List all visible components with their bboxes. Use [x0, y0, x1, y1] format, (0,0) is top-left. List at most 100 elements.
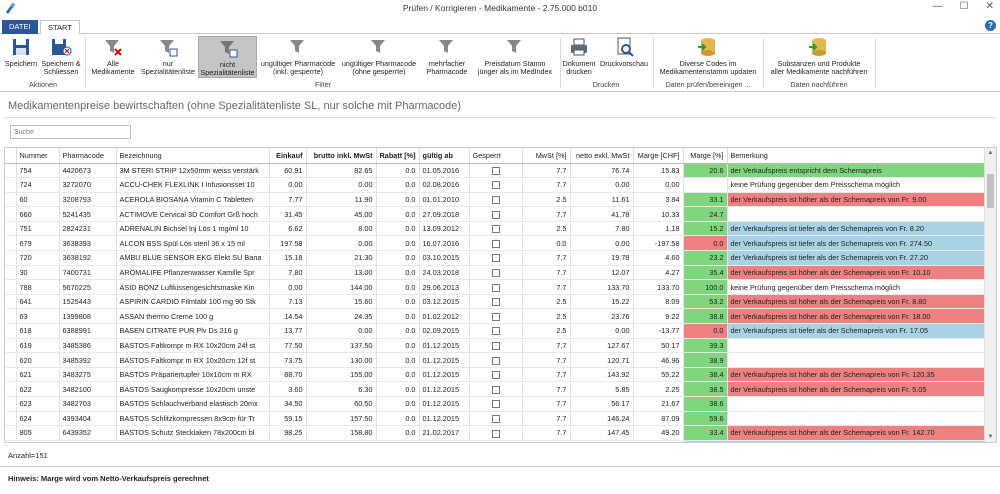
cell-netto[interactable]: 127.67	[570, 338, 634, 354]
gesperrt-checkbox-cell[interactable]	[469, 425, 523, 441]
cell-mwst[interactable]: 2.5	[522, 221, 571, 237]
cell-nr[interactable]: 621	[16, 367, 60, 383]
cell-netto[interactable]: 12.07	[570, 265, 634, 281]
table-row[interactable]: 618 6388991 BASEN CITRATE PUR Plv Ds 216 g…	[5, 323, 986, 339]
minimize-button[interactable]: —	[932, 1, 943, 12]
cell-mwst[interactable]: 7.7	[522, 177, 571, 193]
cell-netto[interactable]: 56.17	[570, 396, 634, 412]
cell-mchf[interactable]: 4.60	[633, 250, 684, 266]
cell-mchf[interactable]: 133.70	[633, 279, 684, 295]
cell-pc[interactable]: 3482703	[59, 396, 117, 412]
cell-mchf[interactable]: 2.25	[633, 381, 684, 397]
cell-ek[interactable]: 98.25	[269, 425, 307, 441]
table-row[interactable]: 63 1399808 ASSAN thermo Creme 100 g 14.54 24…	[5, 308, 986, 325]
tab-start[interactable]: START	[40, 20, 80, 35]
cell-pc[interactable]: 3272070	[59, 177, 117, 193]
gesperrt-checkbox[interactable]	[491, 429, 500, 438]
cell-rab[interactable]: 0.0	[376, 367, 420, 383]
cell-bez[interactable]: AMBU BLUE SENSOR EKG Elekt SU Bana	[116, 250, 270, 266]
diverse-codes-button[interactable]: Diverse Codes im Medikamentenstamm updat…	[656, 36, 760, 76]
gesperrt-checkbox-cell[interactable]	[469, 294, 523, 310]
gesperrt-checkbox[interactable]	[491, 400, 500, 409]
cell-mchf[interactable]: 46.96	[633, 352, 684, 368]
cell-brutto[interactable]: 24.35	[306, 308, 377, 325]
cell-rab[interactable]: 0.0	[376, 265, 420, 281]
cell-mwst[interactable]: 7.7	[522, 265, 571, 281]
gesperrt-checkbox-cell[interactable]	[469, 265, 523, 281]
cell-gueltig[interactable]: 13.09.2012	[419, 221, 470, 237]
cell-mwst[interactable]: 7.7	[522, 367, 571, 383]
cell-bez[interactable]: AROMALIFE Pflanzenwasser Kamille Spr	[116, 265, 270, 281]
vertical-scrollbar[interactable]: ▲ ▼	[984, 148, 996, 442]
cell-nr[interactable]: 623	[16, 396, 60, 412]
col-gueltig-ab[interactable]: gültig ab	[419, 148, 470, 164]
cell-bez[interactable]: ASID BONZ Luftkissengesichtsmaske Kin	[116, 279, 270, 295]
cell-mchf[interactable]: -197.58	[633, 235, 684, 252]
speichern-schliessen-button[interactable]: Speichern & Schliessen	[39, 36, 83, 76]
cell-nr[interactable]: 720	[16, 250, 60, 266]
cell-pc[interactable]: 5965044	[59, 440, 117, 442]
close-button[interactable]: ✕	[985, 1, 994, 12]
cell-mwst[interactable]: 7.7	[522, 352, 571, 368]
cell-brutto[interactable]: 6.30	[306, 381, 377, 397]
cell-netto[interactable]: 146.24	[570, 411, 634, 427]
row-selector[interactable]	[5, 206, 17, 222]
cell-netto[interactable]: 7.80	[570, 221, 634, 237]
cell-rab[interactable]: 0.0	[376, 338, 420, 354]
gesperrt-checkbox-cell[interactable]	[469, 192, 523, 208]
cell-bem[interactable]	[727, 352, 986, 368]
cell-mwst[interactable]: 7.7	[522, 440, 571, 442]
cell-brutto[interactable]: 0.00	[306, 235, 377, 252]
cell-bez[interactable]: ACCU-CHEK FLEXLINK I Infusionsset 10	[116, 177, 270, 193]
cell-pc[interactable]: 1399808	[59, 308, 117, 325]
gesperrt-checkbox[interactable]	[491, 385, 500, 394]
cell-brutto[interactable]: 45.00	[306, 206, 377, 222]
row-selector[interactable]	[5, 440, 17, 442]
cell-brutto[interactable]: 144.00	[306, 279, 377, 295]
cell-mpct[interactable]: 38.8	[683, 308, 728, 325]
cell-pc[interactable]: 7400731	[59, 265, 117, 281]
gesperrt-checkbox-cell[interactable]	[469, 411, 523, 427]
scroll-thumb[interactable]	[987, 174, 994, 208]
cell-brutto[interactable]: 158.80	[306, 425, 377, 441]
cell-gueltig[interactable]: 01.12.2015	[419, 352, 470, 368]
cell-nr[interactable]: 660	[16, 206, 60, 222]
table-row[interactable]: 641 1525443 ASPIRIN CARDIO Filmtabl 100 mg…	[5, 294, 986, 310]
gesperrt-checkbox[interactable]	[491, 283, 500, 292]
table-row[interactable]: 619 3485386 BASTOS Faltkompr m RX 10x20cm …	[5, 338, 986, 354]
cell-mpct[interactable]: 0.0	[683, 235, 728, 252]
gesperrt-checkbox-cell[interactable]	[469, 381, 523, 397]
cell-ek[interactable]: 59.15	[269, 411, 307, 427]
cell-mwst[interactable]: 7.7	[522, 279, 571, 295]
cell-netto[interactable]: 0.00	[570, 235, 634, 252]
cell-mwst[interactable]: 7.7	[522, 411, 571, 427]
table-row[interactable]: 754 4420673 3M STERI STRIP 12x50mm weiss v…	[5, 163, 986, 179]
cell-nr[interactable]: 724	[16, 177, 60, 193]
table-row[interactable]: 623 3482703 BASTOS Schlauchverband elastis…	[5, 396, 986, 412]
cell-ek[interactable]: 0.00	[269, 177, 307, 193]
cell-mwst[interactable]: 7.7	[522, 250, 571, 266]
gesperrt-checkbox-cell[interactable]	[469, 323, 523, 339]
row-selector[interactable]	[5, 221, 17, 237]
row-selector[interactable]	[5, 411, 17, 427]
col-rabatt[interactable]: Rabatt [%]	[376, 148, 420, 164]
cell-rab[interactable]: 0.0	[376, 411, 420, 427]
dokument-drucken-button[interactable]: Dokument drucken	[562, 36, 596, 76]
cell-bem[interactable]: der Verkaufspreis ist tiefer als der Sch…	[727, 323, 986, 339]
cell-rab[interactable]: 0.0	[376, 352, 420, 368]
cell-bem[interactable]: der Verkaufspreis ist höher als der Sche…	[727, 308, 986, 325]
cell-bem[interactable]: der Verkaufspreis ist tiefer als der Sch…	[727, 235, 986, 252]
cell-bez[interactable]: ASPIRIN CARDIO Filmtabl 100 mg 90 Stk	[116, 294, 270, 310]
cell-mchf[interactable]: 55.22	[633, 367, 684, 383]
cell-mpct[interactable]: 24.7	[683, 206, 728, 222]
cell-netto[interactable]: 0.00	[570, 323, 634, 339]
row-selector[interactable]	[5, 163, 17, 179]
cell-rab[interactable]: 0.0	[376, 294, 420, 310]
cell-gueltig[interactable]: 01.12.2015	[419, 338, 470, 354]
gesperrt-checkbox-cell[interactable]	[469, 396, 523, 412]
filter-alle-button[interactable]: Alle Medikamente	[88, 36, 138, 76]
filter-ungueltig-inkl-button[interactable]: ungültiger Pharmacode (inkl. gesperrte)	[259, 36, 337, 76]
row-selector[interactable]	[5, 323, 17, 339]
cell-nr[interactable]: 30	[16, 265, 60, 281]
cell-mchf[interactable]: 49.20	[633, 425, 684, 441]
